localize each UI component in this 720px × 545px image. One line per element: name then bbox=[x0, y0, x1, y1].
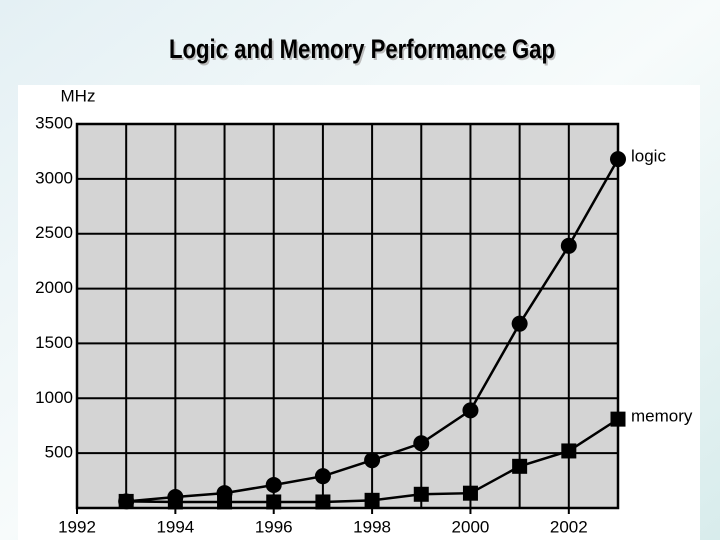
y-tick-label: 1000 bbox=[35, 388, 73, 407]
y-axis-label: MHz bbox=[61, 86, 96, 105]
point bbox=[217, 494, 233, 510]
point bbox=[364, 452, 381, 469]
point bbox=[167, 494, 183, 510]
x-tick-label: 1996 bbox=[255, 517, 293, 536]
chart-title: Logic and Memory Performance Gap bbox=[169, 35, 555, 65]
point bbox=[610, 411, 626, 427]
point bbox=[462, 402, 479, 419]
point bbox=[314, 468, 331, 485]
plot-area bbox=[77, 124, 618, 508]
point bbox=[413, 486, 429, 502]
x-tick-label: 1994 bbox=[156, 517, 194, 536]
point bbox=[462, 485, 478, 501]
series-label: logic bbox=[631, 147, 666, 166]
point bbox=[512, 458, 528, 474]
point bbox=[413, 435, 430, 452]
y-tick-label: 2000 bbox=[35, 278, 73, 297]
plot-frame bbox=[75, 122, 620, 510]
point bbox=[561, 443, 577, 459]
y-tick-label: 3500 bbox=[35, 113, 73, 132]
point bbox=[266, 494, 282, 510]
x-tick-label: 2000 bbox=[452, 517, 490, 536]
x-tick-label: 2002 bbox=[550, 517, 588, 536]
point bbox=[511, 315, 528, 332]
y-tick-label: 2500 bbox=[35, 223, 73, 242]
point bbox=[610, 151, 626, 168]
series-label: memory bbox=[631, 407, 693, 426]
title-shadow: Logic and Memory Performance Gap bbox=[171, 37, 557, 67]
y-tick-label: 1500 bbox=[35, 333, 73, 352]
point bbox=[560, 237, 577, 254]
x-tick-label: 1998 bbox=[353, 517, 391, 536]
x-tick-label: 1992 bbox=[58, 517, 96, 536]
point bbox=[364, 492, 380, 508]
y-tick-label: 500 bbox=[45, 443, 73, 462]
point bbox=[118, 493, 134, 509]
point bbox=[265, 476, 282, 493]
point bbox=[315, 494, 331, 510]
y-tick-label: 3000 bbox=[35, 168, 73, 187]
